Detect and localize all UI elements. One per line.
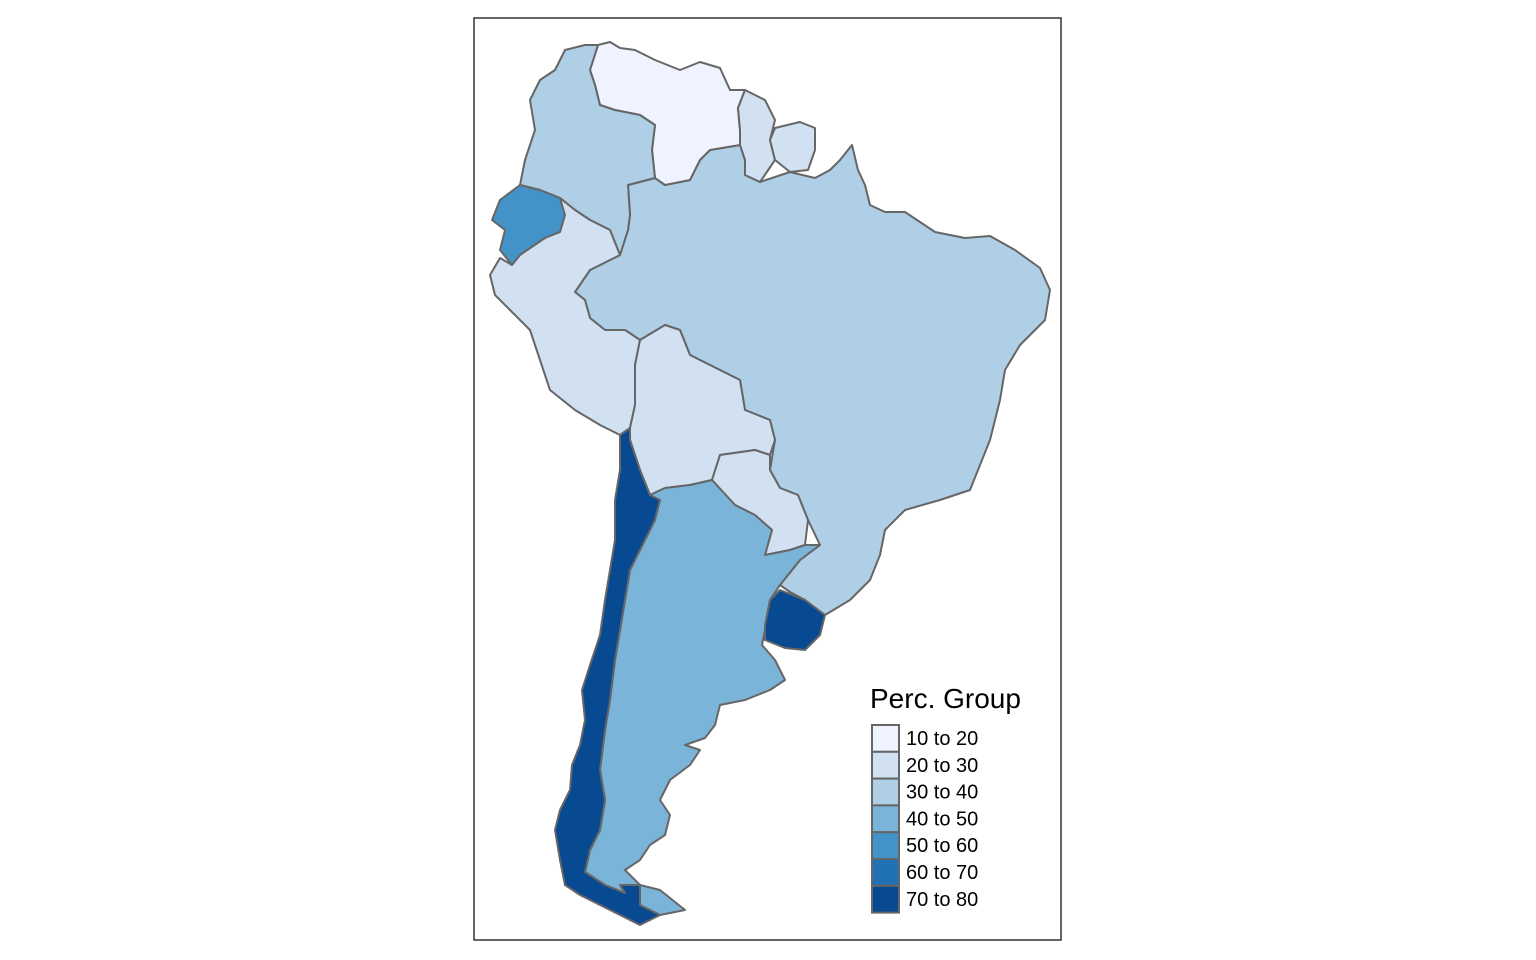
legend-swatch-2 xyxy=(871,777,900,807)
region-guyana[interactable] xyxy=(737,89,776,183)
legend-label-2: 30 to 40 xyxy=(906,782,978,804)
legend-swatch-3 xyxy=(871,804,900,834)
legend-label-3: 40 to 50 xyxy=(906,808,978,830)
legend-swatch-4 xyxy=(871,831,900,861)
region-uruguay[interactable] xyxy=(764,589,826,651)
map-legend: Perc. Group 10 to 20 20 to 30 30 to 40 40 to… xyxy=(870,683,1021,914)
legend-swatch-5 xyxy=(871,858,900,887)
legend-title: Perc. Group xyxy=(870,683,1021,714)
legend-label-4: 50 to 60 xyxy=(906,835,978,857)
region-suriname[interactable] xyxy=(769,121,816,173)
legend-swatch-6 xyxy=(871,884,900,914)
legend-label-5: 60 to 70 xyxy=(906,862,978,884)
legend-label-6: 70 to 80 xyxy=(906,889,978,911)
region-chile[interactable] xyxy=(554,427,661,926)
legend-swatch-1 xyxy=(871,750,900,780)
legend-label-0: 10 to 20 xyxy=(906,728,978,750)
countries-layer xyxy=(489,41,1051,926)
legend-swatch-0 xyxy=(871,724,900,753)
legend-label-1: 20 to 30 xyxy=(906,755,978,777)
